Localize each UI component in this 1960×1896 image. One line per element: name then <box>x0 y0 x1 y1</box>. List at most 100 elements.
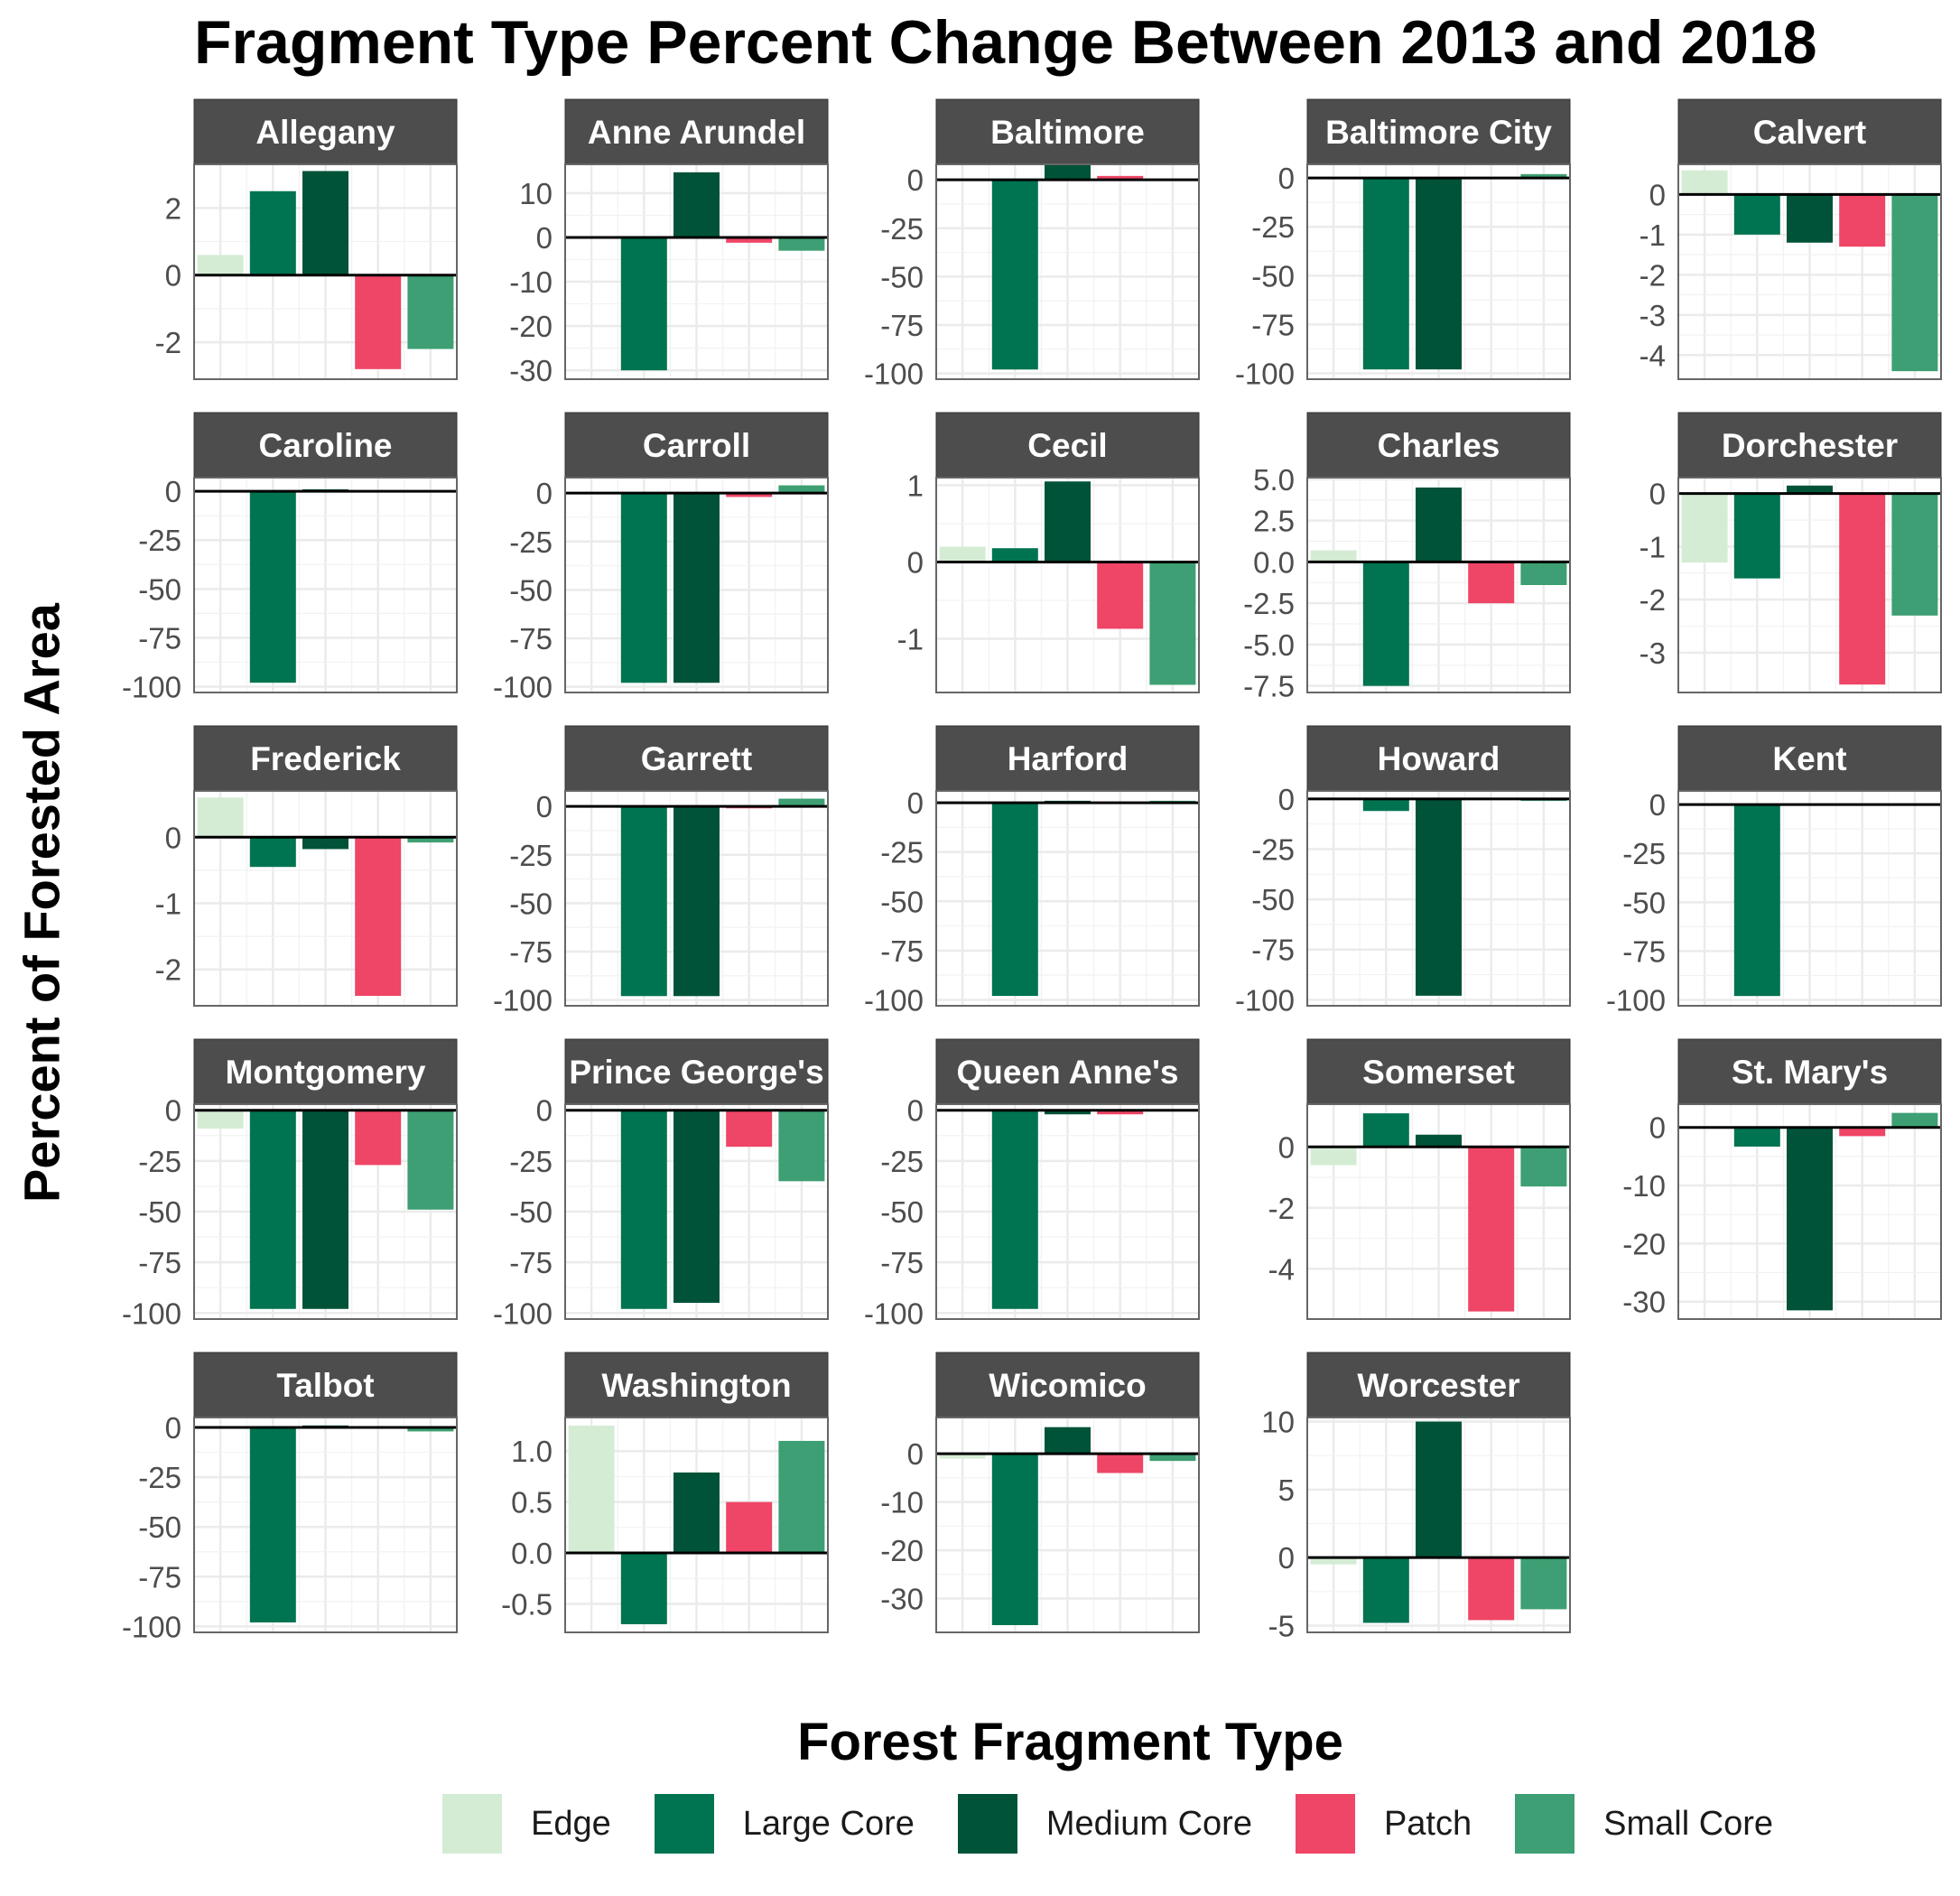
y-tick-label: -25 <box>1622 837 1666 870</box>
panel-border <box>1306 163 1571 380</box>
panel-border <box>935 163 1200 380</box>
y-tick-label: -100 <box>864 1297 924 1330</box>
y-tick-label: -25 <box>880 212 924 246</box>
facet-panel: Somerset 0 -2 -4 <box>1268 1038 1571 1320</box>
bar-small-core <box>778 485 825 494</box>
facet-strip <box>193 725 458 792</box>
y-tick-label: -100 <box>493 1297 553 1330</box>
facet-panel: St. Mary's 0 -10 -20 -30 <box>1622 1038 1942 1320</box>
facet-panel: Baltimore 0 -25 -50 -75 -100 <box>864 98 1200 391</box>
bar-large-core <box>991 1110 1038 1309</box>
panel-border <box>1306 790 1571 1007</box>
y-tick-label: -5.0 <box>1243 628 1295 662</box>
y-tick-label: -0.5 <box>501 1587 553 1621</box>
panel-border <box>1677 477 1942 693</box>
facet-panel: Worcester 10 5 0 -5 <box>1261 1352 1571 1642</box>
y-tick-label: -5 <box>1268 1609 1295 1642</box>
y-tick-label: 5.0 <box>1253 463 1295 497</box>
bar-small-core <box>407 1427 454 1432</box>
bar-edge <box>1310 550 1357 562</box>
facet-panel: Wicomico 0 -10 -20 -30 <box>880 1352 1200 1633</box>
y-tick-label: -10 <box>1622 1169 1666 1203</box>
y-tick-label: -50 <box>138 1195 181 1229</box>
bar-medium-core <box>1416 798 1462 996</box>
bar-edge <box>1681 170 1728 195</box>
bar-edge <box>939 1454 986 1459</box>
y-tick-label: -50 <box>880 260 924 293</box>
bar-large-core <box>620 1110 667 1309</box>
bar-patch <box>1468 1557 1515 1621</box>
y-tick-label: -50 <box>509 573 553 607</box>
panel-border <box>193 1103 458 1320</box>
facet-strip-label: Dorchester <box>1722 427 1898 464</box>
y-tick-label: -4 <box>1640 339 1666 372</box>
facet-panel: Caroline 0 -25 -50 -75 -100 <box>122 412 458 704</box>
y-tick-label: 0 <box>1278 1130 1295 1164</box>
facet-strip-label: Howard <box>1378 740 1500 777</box>
y-tick-label: -50 <box>509 1195 553 1229</box>
bar-medium-core <box>673 493 720 683</box>
bar-medium-core <box>673 806 720 997</box>
legend-swatch <box>442 1794 502 1854</box>
bar-small-core <box>1891 493 1938 616</box>
facet-panel: Prince George's 0 -25 -50 -75 -100 <box>493 1038 829 1330</box>
bar-small-core <box>1149 1454 1196 1462</box>
bar-small-core <box>1149 562 1196 685</box>
legend-label: Edge <box>531 1804 611 1843</box>
bar-large-core <box>1362 1113 1409 1148</box>
bar-patch <box>1097 175 1144 181</box>
y-tick-label: -75 <box>509 1246 553 1279</box>
y-tick-label: -25 <box>138 1461 181 1494</box>
facet-strip-label: Cecil <box>1027 427 1107 464</box>
y-tick-label: 0 <box>1649 1111 1666 1145</box>
facet-strip-label: Carroll <box>643 427 750 464</box>
bar-edge <box>197 1110 244 1129</box>
legend-item: Large Core <box>654 1794 915 1854</box>
y-tick-label: 0 <box>536 790 553 823</box>
y-tick-label: 0 <box>907 163 924 197</box>
facet-strip-label: Wicomico <box>989 1367 1146 1404</box>
y-tick-label: -2 <box>155 326 181 359</box>
bar-large-core <box>1362 178 1409 370</box>
bar-large-core <box>991 180 1038 370</box>
facet-panel: Harford 0 -25 -50 -75 -100 <box>864 725 1200 1017</box>
facet-strip <box>935 1352 1200 1418</box>
bar-patch <box>726 1110 773 1148</box>
y-tick-label: -30 <box>509 354 553 387</box>
facet-strip-label: Garrett <box>641 740 752 777</box>
bar-small-core <box>407 274 454 349</box>
bar-small-core <box>1520 173 1567 179</box>
bar-medium-core <box>302 171 348 275</box>
facet-panel: Calvert 0 -1 -2 -3 -4 <box>1640 98 1942 380</box>
y-tick-label: -50 <box>880 885 924 918</box>
y-tick-label: -50 <box>138 572 181 606</box>
y-tick-label: 0 <box>536 221 553 255</box>
bar-small-core <box>778 1440 825 1554</box>
y-tick-label: -75 <box>509 622 553 655</box>
bar-large-core <box>1733 804 1780 997</box>
y-tick-label: -25 <box>1251 833 1295 867</box>
y-tick-label: -100 <box>122 1610 181 1643</box>
facet-strip-label: Somerset <box>1362 1054 1515 1091</box>
bar-small-core <box>1520 1557 1567 1610</box>
facet-strip-label: Montgomery <box>226 1054 426 1091</box>
y-tick-label: -30 <box>1622 1286 1666 1319</box>
panel-border <box>564 1103 829 1320</box>
y-tick-label: -10 <box>880 1486 924 1520</box>
facet-panel: Baltimore City 0 -25 -50 -75 -100 <box>1235 98 1571 391</box>
facet-strip <box>564 725 829 792</box>
panel-border <box>564 477 829 693</box>
bar-patch <box>726 1501 773 1554</box>
y-tick-label: -50 <box>1622 886 1666 919</box>
y-tick-label: 10 <box>1261 1406 1295 1439</box>
y-tick-label: -3 <box>1640 299 1666 332</box>
bar-medium-core <box>302 837 348 850</box>
bar-patch <box>355 274 402 369</box>
bar-patch <box>1468 1147 1515 1312</box>
panel-border <box>935 1103 1200 1320</box>
y-tick-label: 1 <box>907 469 924 503</box>
y-tick-label: -50 <box>509 887 553 920</box>
y-tick-label: -100 <box>1235 983 1295 1017</box>
bar-large-core <box>249 1110 296 1309</box>
y-tick-label: -75 <box>880 1246 924 1279</box>
